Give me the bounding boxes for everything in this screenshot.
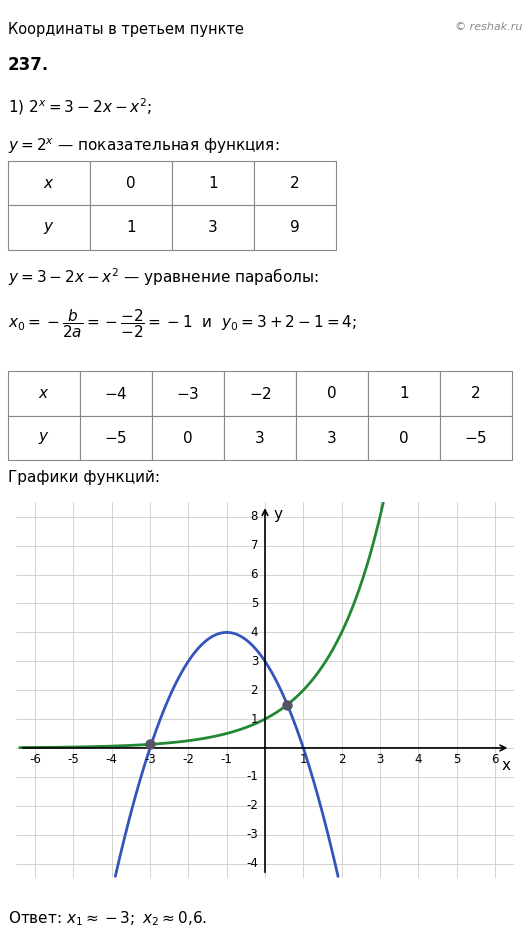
Text: $y$: $y$ [38,430,50,446]
Text: 5: 5 [453,753,460,766]
Text: 6: 6 [491,753,499,766]
Text: $x$: $x$ [43,176,55,191]
Text: 2: 2 [290,176,300,191]
Text: 2: 2 [471,386,481,401]
Text: x: x [502,758,511,773]
Bar [8,416,80,460]
Text: 4: 4 [414,753,422,766]
Text: -6: -6 [29,753,41,766]
Bar [90,206,172,250]
Text: 1: 1 [251,713,258,726]
Text: -3: -3 [144,753,156,766]
Text: 1: 1 [299,753,307,766]
Text: 9: 9 [290,221,300,236]
Text: 2: 2 [338,753,346,766]
Text: $1)\ 2^x = 3 - 2x - x^2;$: $1)\ 2^x = 3 - 2x - x^2;$ [8,97,152,117]
Text: -2: -2 [182,753,195,766]
Text: 0: 0 [327,386,337,401]
Text: 7: 7 [251,539,258,552]
Bar [152,416,224,460]
Text: 3: 3 [251,654,258,668]
Text: 0: 0 [183,431,193,446]
Text: 3: 3 [208,221,218,236]
Bar [368,371,440,416]
Text: $-4$: $-4$ [104,386,128,402]
Text: 2: 2 [251,684,258,697]
Text: -4: -4 [106,753,118,766]
Bar [152,371,224,416]
Bar [440,371,512,416]
Text: $y = 3 - 2x - x^2$ — уравнение параболы:: $y = 3 - 2x - x^2$ — уравнение параболы: [8,266,319,288]
Bar [368,416,440,460]
Text: 1: 1 [208,176,218,191]
Text: 1: 1 [399,386,409,401]
Text: -5: -5 [67,753,80,766]
Text: $y = 2^x$ — показательная функция:: $y = 2^x$ — показательная функция: [8,136,279,156]
Text: 3: 3 [327,431,337,446]
Bar [254,161,336,206]
Text: 0: 0 [399,431,409,446]
Text: -1: -1 [246,770,258,783]
Text: -4: -4 [246,857,258,870]
Text: 4: 4 [251,626,258,639]
Text: y: y [273,507,282,522]
Text: Ответ: $x_1 \approx -3;\ x_2 \approx 0{,}6.$: Ответ: $x_1 \approx -3;\ x_2 \approx 0{,… [8,909,207,928]
Bar [296,416,368,460]
Bar [172,161,254,206]
Bar [254,206,336,250]
Text: $-5$: $-5$ [464,430,488,446]
Bar [172,206,254,250]
Text: 237.: 237. [8,55,49,73]
Text: Координаты в третьем пункте: Координаты в третьем пункте [8,23,244,38]
Text: $x_0 = -\dfrac{b}{2a} = -\dfrac{-2}{-2} = -1\ $ и $\ y_0 = 3 + 2 - 1 = 4;$: $x_0 = -\dfrac{b}{2a} = -\dfrac{-2}{-2} … [8,307,357,340]
Text: $-2$: $-2$ [249,386,271,402]
Text: 0: 0 [126,176,136,191]
Bar [440,416,512,460]
Bar [8,206,90,250]
Text: $y$: $y$ [43,220,55,236]
Bar [8,161,90,206]
Text: 5: 5 [251,597,258,610]
Bar [90,161,172,206]
Text: 8: 8 [251,510,258,523]
Bar [224,371,296,416]
Text: -2: -2 [246,799,258,812]
Text: 3: 3 [255,431,265,446]
Text: © reshak.ru: © reshak.ru [455,23,522,32]
Text: -3: -3 [246,828,258,841]
Text: -1: -1 [220,753,233,766]
Bar [80,416,152,460]
Text: $x$: $x$ [38,386,50,401]
Bar [80,371,152,416]
Bar [8,371,80,416]
Bar [296,371,368,416]
Text: Графики функций:: Графики функций: [8,470,160,485]
Text: $-5$: $-5$ [104,430,128,446]
Bar [224,416,296,460]
Text: $-3$: $-3$ [176,386,200,402]
Text: 3: 3 [376,753,384,766]
Text: 1: 1 [126,221,136,236]
Text: 6: 6 [251,568,258,581]
